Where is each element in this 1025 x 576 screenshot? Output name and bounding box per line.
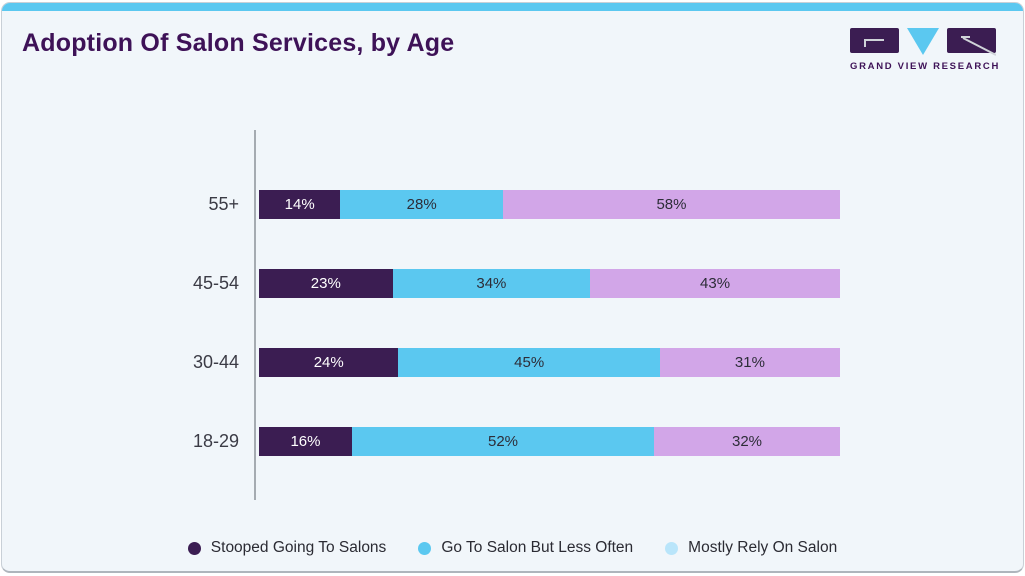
bar-segment: 32% (654, 427, 840, 456)
bar-value-label: 23% (310, 275, 341, 292)
bar-value-label: 14% (284, 196, 315, 213)
legend-swatch (418, 541, 432, 555)
chart-row: 24% 45% 31% (259, 348, 840, 377)
bar-value-label: 52% (487, 433, 519, 450)
legend-label: Mostly Rely On Salon (688, 539, 838, 556)
bar-segment: 16% (259, 427, 352, 456)
bar-segment: 28% (340, 190, 503, 219)
gvr-logo: GRAND VIEW RESEARCH (850, 28, 1001, 72)
bar-segment: 31% (659, 348, 840, 377)
legend-swatch (187, 541, 201, 555)
bar-segment: 58% (503, 190, 840, 219)
category-label: 18-29 (192, 431, 239, 451)
top-accent-bar (2, 3, 1023, 11)
bar-segment: 23% (259, 269, 393, 298)
chart-legend: Stooped Going To Salons Go To Salon But L… (2, 539, 1023, 557)
bar-value-label: 34% (476, 275, 507, 292)
bar-segment: 43% (590, 269, 840, 298)
legend-label: Go To Salon But Less Often (441, 539, 634, 556)
gvr-logo-text: GRAND VIEW RESEARCH (850, 61, 1001, 72)
page-title: Adoption Of Salon Services, by Age (22, 29, 455, 57)
bar-value-label: 28% (406, 196, 437, 213)
y-axis-line (254, 130, 256, 500)
category-label: 45-54 (192, 273, 239, 293)
bar-segment: 52% (351, 427, 655, 456)
chart-row: 16% 52% 32% (259, 427, 840, 456)
category-label: 55+ (208, 194, 239, 214)
bar-segment: 34% (392, 269, 591, 298)
legend-swatch (665, 541, 679, 555)
chart-row: 14% 28% 58% (259, 190, 840, 219)
bar-value-label: 45% (514, 354, 545, 371)
bar-value-label: 16% (290, 433, 321, 450)
bar-value-label: 24% (313, 354, 344, 371)
bar-value-label: 58% (656, 196, 687, 213)
chart-row: 23% 34% 43% (259, 269, 840, 298)
bar-value-label: 31% (734, 354, 765, 371)
bar-segment: 45% (398, 348, 660, 377)
category-label: 30-44 (192, 352, 239, 372)
bar-segment: 24% (259, 348, 399, 377)
legend-label: Stooped Going To Salons (210, 539, 387, 556)
bar-segment: 14% (259, 190, 341, 219)
legend-item: Stooped Going To Salons (187, 539, 387, 557)
legend-item: Mostly Rely On Salon (665, 539, 837, 557)
bar-value-label: 43% (700, 275, 731, 292)
gvr-logo-mark (850, 28, 996, 56)
legend-item: Go To Salon But Less Often (418, 539, 633, 557)
bar-value-label: 32% (732, 433, 763, 450)
